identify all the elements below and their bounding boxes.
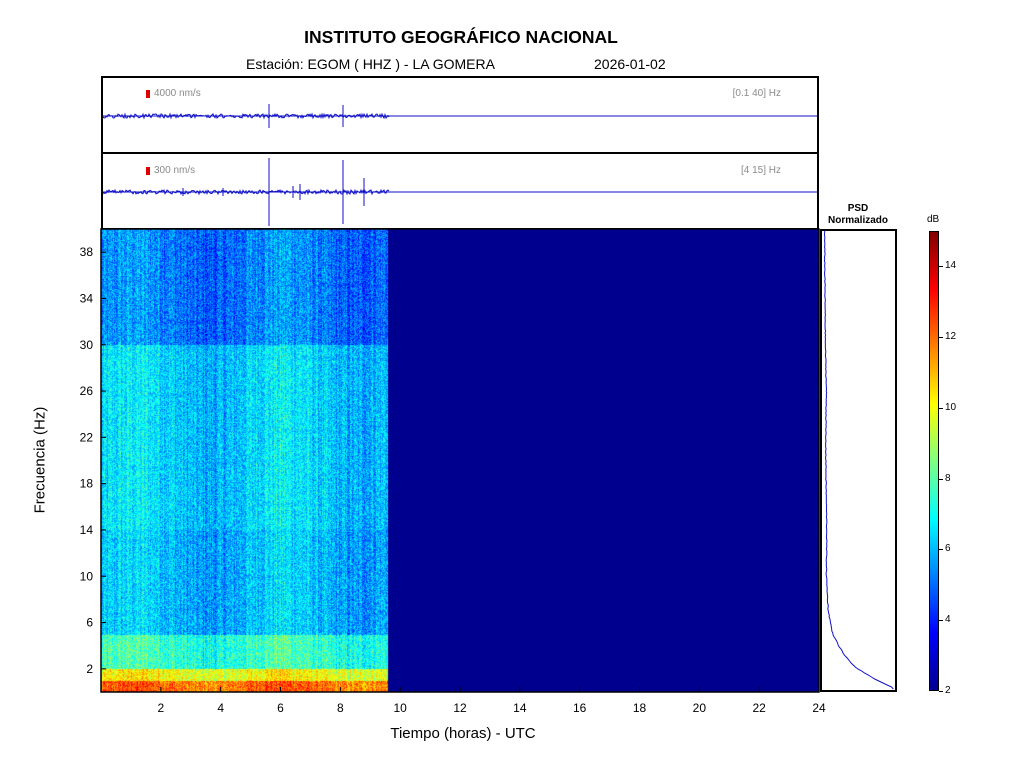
psd-title: PSD bbox=[847, 203, 869, 214]
amplitude-scale-bar bbox=[146, 167, 150, 175]
colorbar-tick-label: 10 bbox=[945, 401, 957, 413]
y-tick-label: 10 bbox=[80, 569, 94, 583]
page-title: INSTITUTO GEOGRÁFICO NACIONAL bbox=[304, 27, 618, 47]
psd-panel bbox=[820, 229, 897, 692]
trace-scale-label: 4000 nm/s bbox=[154, 88, 201, 99]
psd-subtitle: Normalizado bbox=[827, 215, 888, 226]
x-tick-label: 2 bbox=[157, 701, 164, 715]
colorbar-tick-mark bbox=[939, 337, 943, 339]
psd-curve bbox=[823, 231, 894, 690]
x-tick-label: 8 bbox=[337, 701, 344, 715]
trace-band-label: [0.1 40] Hz bbox=[732, 88, 781, 99]
y-tick-label: 26 bbox=[80, 384, 94, 398]
colorbar-unit: dB bbox=[927, 214, 940, 225]
trace-scale-label: 300 nm/s bbox=[154, 165, 196, 176]
colorbar-tick-label: 4 bbox=[945, 614, 951, 626]
y-tick-label: 2 bbox=[86, 662, 93, 676]
colorbar-tick-label: 2 bbox=[945, 685, 951, 696]
x-tick-label: 22 bbox=[752, 701, 766, 715]
colorbar-tick-mark bbox=[939, 478, 943, 480]
y-tick-label: 14 bbox=[80, 523, 94, 537]
station-label: Estación: EGOM ( HHZ ) - LA GOMERA bbox=[246, 56, 495, 72]
spectrogram-heatmap bbox=[101, 229, 819, 692]
psd-curve-plot bbox=[823, 231, 894, 690]
y-tick-label: 34 bbox=[80, 291, 94, 305]
x-tick-label: 18 bbox=[633, 701, 647, 715]
seismogram-trace-1 bbox=[103, 104, 817, 128]
trace-panel-filtered: 300 nm/s [4 15] Hz bbox=[101, 152, 819, 230]
colorbar-tick-mark bbox=[939, 407, 943, 409]
colorbar-tick-label: 6 bbox=[945, 543, 951, 555]
y-tick-label: 18 bbox=[80, 477, 94, 491]
x-tick-label: 10 bbox=[393, 701, 407, 715]
colorbar-tick-label: 12 bbox=[945, 331, 957, 343]
y-tick-label: 38 bbox=[80, 245, 94, 259]
x-axis-label: Tiempo (horas) - UTC bbox=[390, 725, 536, 742]
date-label: 2026-01-02 bbox=[594, 56, 666, 72]
trace-band-label: [4 15] Hz bbox=[740, 165, 781, 176]
x-tick-label: 12 bbox=[453, 701, 467, 715]
x-tick-label: 20 bbox=[693, 701, 707, 715]
colorbar-tick-mark bbox=[939, 691, 943, 692]
colorbar-tick-mark bbox=[939, 620, 943, 622]
colorbar bbox=[929, 231, 939, 691]
colorbar-tick-label: 8 bbox=[945, 472, 951, 484]
y-tick-label: 22 bbox=[80, 430, 94, 444]
colorbar-tick-mark bbox=[939, 549, 943, 551]
x-tick-label: 14 bbox=[513, 701, 527, 715]
y-axis-label: Frecuencia (Hz) bbox=[31, 406, 49, 514]
trace-panel-broadband: 4000 nm/s [0.1 40] Hz bbox=[101, 76, 819, 154]
amplitude-scale-bar bbox=[146, 90, 150, 98]
y-tick-label: 6 bbox=[86, 616, 93, 630]
colorbar-tick-label: 14 bbox=[945, 260, 957, 272]
seismogram-trace-2 bbox=[103, 158, 817, 226]
x-tick-label: 4 bbox=[217, 701, 224, 715]
y-tick-label: 30 bbox=[80, 338, 94, 352]
x-tick-label: 24 bbox=[812, 701, 826, 715]
x-tick-label: 6 bbox=[277, 701, 284, 715]
colorbar-tick-mark bbox=[939, 266, 943, 268]
x-tick-label: 16 bbox=[573, 701, 587, 715]
